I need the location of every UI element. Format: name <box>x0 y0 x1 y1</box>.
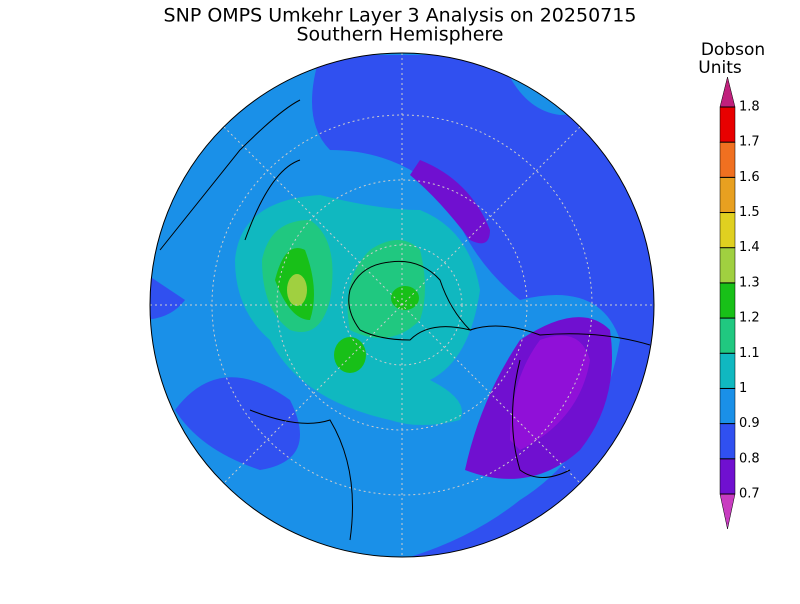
colorbar-band <box>719 423 736 460</box>
colorbar-tick-label: 1.8 <box>739 100 760 115</box>
colorbar-under <box>719 493 736 530</box>
colorbar-tick-label: 1.4 <box>739 240 760 255</box>
map <box>150 53 654 557</box>
colorbar-tick-label: 1.7 <box>739 135 760 150</box>
map-border <box>149 52 655 558</box>
colorbar-over <box>719 76 736 108</box>
colorbar-band <box>719 458 736 495</box>
colorbar-band <box>719 212 736 248</box>
colorbar-band <box>719 177 736 213</box>
colorbar-band <box>719 247 736 284</box>
colorbar-band <box>719 317 736 354</box>
colorbar-tick-label: 1.3 <box>739 275 760 290</box>
colorbar-tick-label: 1.6 <box>739 170 760 185</box>
colorbar-label: Dobson <box>701 40 765 60</box>
colorbar-band <box>719 282 736 319</box>
colorbar-band <box>719 388 736 424</box>
colorbar-tick-label: 1.5 <box>739 205 760 220</box>
colorbar-tick-label: 0.7 <box>739 487 760 502</box>
colorbar-band <box>719 353 736 389</box>
title: SNP OMPS Umkehr Layer 3 Analysis on 2025… <box>164 5 637 27</box>
colorbar-label: Units <box>698 58 742 78</box>
colorbar-tick-label: 0.8 <box>739 451 760 466</box>
subtitle: Southern Hemisphere <box>296 24 503 46</box>
colorbar-tick-label: 1.2 <box>739 311 760 326</box>
colorbar-band <box>719 106 736 143</box>
colorbar-tick-label: 1.1 <box>739 346 760 361</box>
colorbar-band <box>719 141 736 178</box>
colorbar-tick-label: 0.9 <box>739 416 760 431</box>
colorbar-tick-label: 1 <box>739 381 747 396</box>
